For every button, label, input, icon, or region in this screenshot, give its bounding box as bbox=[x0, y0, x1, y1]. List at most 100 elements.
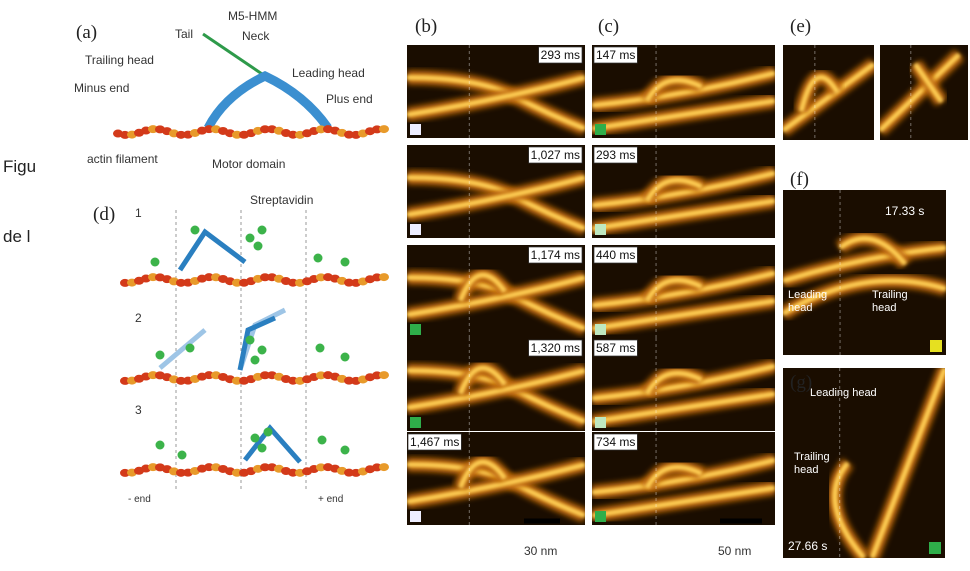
filament bbox=[592, 391, 775, 425]
afm-image bbox=[407, 145, 585, 238]
filament bbox=[592, 485, 775, 519]
streptavidin bbox=[315, 343, 325, 353]
myosin bbox=[204, 71, 332, 131]
annotation: Tail bbox=[175, 27, 193, 41]
streptavidin bbox=[313, 253, 323, 263]
filament bbox=[644, 277, 703, 303]
actin-bead bbox=[288, 376, 298, 385]
afm-image bbox=[407, 432, 585, 525]
actin-bead bbox=[379, 125, 389, 134]
myosin bbox=[243, 424, 302, 464]
streptavidin bbox=[317, 435, 327, 445]
actin-bead bbox=[260, 273, 270, 282]
panel-label: (e) bbox=[790, 16, 811, 37]
annotation: head bbox=[872, 302, 896, 314]
panel-label: (b) bbox=[415, 16, 437, 37]
annotation: Motor domain bbox=[212, 157, 285, 171]
annotation: Trailing head bbox=[85, 53, 154, 67]
afm-image bbox=[783, 190, 946, 355]
afm-image bbox=[592, 145, 775, 238]
tail bbox=[202, 32, 266, 78]
streptavidin bbox=[155, 350, 165, 360]
filament bbox=[407, 175, 585, 218]
actin-bead bbox=[232, 278, 242, 287]
step-label: 1 bbox=[135, 206, 142, 220]
annotation: Streptavidin bbox=[250, 193, 313, 207]
marker bbox=[410, 124, 421, 135]
actin-bead bbox=[176, 376, 186, 385]
streptavidin bbox=[177, 450, 187, 460]
filament bbox=[592, 270, 775, 308]
time-label: 1,467 ms bbox=[410, 435, 459, 449]
marker bbox=[410, 324, 421, 335]
time-label: 27.66 s bbox=[788, 539, 827, 553]
background-text: Figu bbox=[3, 157, 36, 176]
annotation: + end bbox=[318, 494, 343, 505]
time-label: 1,027 ms bbox=[531, 148, 580, 162]
streptavidin bbox=[253, 241, 263, 251]
filament bbox=[458, 365, 507, 395]
actin-bead bbox=[260, 371, 270, 380]
filament bbox=[783, 278, 946, 316]
filament bbox=[644, 77, 703, 103]
panel-label: (c) bbox=[598, 16, 619, 37]
streptavidin bbox=[340, 257, 350, 267]
marker bbox=[595, 511, 606, 522]
filament bbox=[458, 272, 507, 302]
filament bbox=[644, 177, 703, 203]
filament bbox=[644, 370, 703, 396]
filament bbox=[407, 462, 585, 505]
actin-bead bbox=[148, 125, 158, 134]
actin-bead bbox=[232, 468, 242, 477]
afm-image bbox=[783, 45, 874, 140]
annotation: head bbox=[788, 302, 812, 314]
streptavidin bbox=[245, 335, 255, 345]
time-box bbox=[407, 433, 462, 451]
marker bbox=[410, 511, 421, 522]
actin-bead bbox=[288, 130, 298, 139]
afm-image bbox=[880, 45, 968, 140]
marker bbox=[410, 417, 421, 428]
time-label: 147 ms bbox=[596, 48, 635, 62]
marker bbox=[595, 224, 606, 235]
streptavidin bbox=[250, 433, 260, 443]
images bbox=[407, 45, 968, 558]
image-bg bbox=[783, 368, 945, 558]
actin-bead bbox=[148, 463, 158, 472]
marker bbox=[929, 542, 941, 554]
annotation: Neck bbox=[242, 29, 270, 43]
filament bbox=[783, 245, 946, 284]
time-label: 17.33 s bbox=[885, 204, 924, 218]
marker bbox=[595, 417, 606, 428]
annotation: Minus end bbox=[74, 81, 129, 95]
streptavidin bbox=[245, 233, 255, 243]
actin-bead bbox=[344, 468, 354, 477]
filament bbox=[592, 70, 775, 108]
panel-label: (d) bbox=[93, 204, 115, 225]
actin-bead bbox=[344, 376, 354, 385]
actin-bead bbox=[288, 468, 298, 477]
actin-bead bbox=[344, 278, 354, 287]
filament bbox=[458, 459, 507, 489]
streptavidin bbox=[185, 343, 195, 353]
actin-bead bbox=[176, 278, 186, 287]
annotation: M5-HMM bbox=[228, 9, 277, 23]
marker bbox=[595, 124, 606, 135]
panel-label: (g) bbox=[790, 372, 812, 393]
actin-bead bbox=[204, 371, 214, 380]
step-label: 2 bbox=[135, 311, 142, 325]
filament bbox=[407, 368, 585, 411]
actin-bead bbox=[344, 130, 354, 139]
annotation: Leading bbox=[788, 289, 827, 301]
annotation: Trailing bbox=[794, 451, 830, 463]
filament bbox=[880, 52, 961, 133]
filament bbox=[869, 368, 945, 558]
filament bbox=[592, 298, 775, 332]
actin-bead bbox=[148, 371, 158, 380]
actin-bead bbox=[316, 371, 326, 380]
time-box bbox=[538, 46, 583, 64]
filament bbox=[407, 75, 585, 118]
filament bbox=[592, 98, 775, 132]
time-label: 293 ms bbox=[596, 148, 635, 162]
